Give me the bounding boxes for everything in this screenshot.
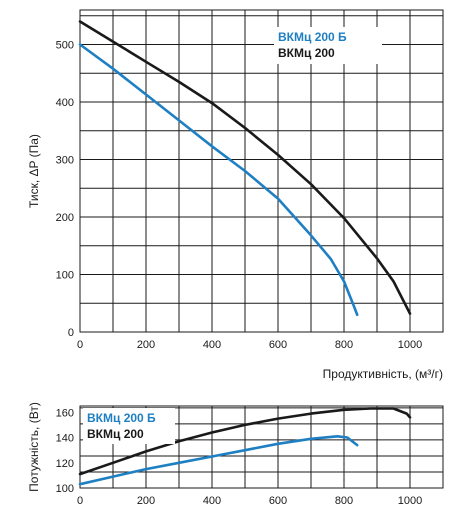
pressure-y-axis-label: Тиск, ΔP (Па) bbox=[27, 134, 41, 208]
pressure-chart: 0 200 400 600 800 1000 0 100 200 300 400 500 Тиск,… bbox=[27, 9, 444, 381]
pressure-plot-frame bbox=[79, 9, 444, 333]
top-x-tick-label: 0 bbox=[77, 339, 83, 351]
pressure-legend-box bbox=[274, 27, 382, 64]
bot-x-tick-label: 0 bbox=[77, 495, 83, 507]
top-y-tick-label: 0 bbox=[68, 327, 74, 339]
top-x-tick-label: 200 bbox=[137, 339, 155, 351]
power-legend: ВКМц 200 Б ВКМц 200 bbox=[83, 408, 175, 444]
pressure-x-ticks: 0 200 400 600 800 1000 bbox=[77, 339, 422, 351]
bot-series-line-0 bbox=[78, 434, 359, 486]
pressure-series bbox=[78, 20, 412, 317]
bot-y-tick-label: 160 bbox=[56, 407, 74, 419]
pressure-legend-entry-vkmts-200-b: ВКМц 200 Б bbox=[278, 30, 347, 44]
power-legend-entry-vkmts-200-b: ВКМц 200 Б bbox=[87, 411, 156, 425]
top-x-tick-label: 800 bbox=[335, 339, 353, 351]
bot-y-tick-label: 120 bbox=[56, 458, 74, 470]
pressure-grid bbox=[80, 10, 443, 332]
bot-y-tick-label: 100 bbox=[56, 483, 74, 495]
power-plot-frame bbox=[79, 405, 444, 489]
pressure-y-ticks: 0 100 200 300 400 500 bbox=[56, 40, 74, 340]
top-y-tick-label: 200 bbox=[56, 212, 74, 224]
power-y-ticks: 100 120 140 160 bbox=[56, 407, 74, 495]
bot-x-tick-label: 200 bbox=[137, 495, 155, 507]
top-x-tick-label: 1000 bbox=[398, 339, 422, 351]
top-y-tick-label: 500 bbox=[56, 40, 74, 52]
power-series bbox=[78, 407, 412, 486]
bot-x-tick-label: 400 bbox=[203, 495, 221, 507]
top-series-line-1 bbox=[78, 20, 412, 315]
power-legend-box bbox=[83, 408, 175, 444]
top-x-tick-label: 600 bbox=[269, 339, 287, 351]
top-y-tick-label: 300 bbox=[56, 155, 74, 167]
power-y-axis-label: Потужність, (Вт) bbox=[27, 402, 41, 492]
bot-x-tick-label: 800 bbox=[335, 495, 353, 507]
power-chart: 0 200 400 600 800 1000 100 120 140 160 Потужніст… bbox=[27, 402, 444, 507]
top-y-tick-label: 400 bbox=[56, 97, 74, 109]
pressure-x-axis-label: Продуктивність, (м³/г) bbox=[323, 367, 443, 381]
pressure-legend-entry-vkmts-200: ВКМц 200 bbox=[278, 46, 335, 60]
bot-x-tick-label: 600 bbox=[269, 495, 287, 507]
top-series-line-0 bbox=[78, 43, 359, 317]
power-x-ticks: 0 200 400 600 800 1000 bbox=[77, 495, 422, 507]
bot-x-tick-label: 1000 bbox=[398, 495, 422, 507]
bot-series-line-1 bbox=[78, 407, 412, 476]
top-y-tick-label: 100 bbox=[56, 270, 74, 282]
top-x-tick-label: 400 bbox=[203, 339, 221, 351]
bot-y-tick-label: 140 bbox=[56, 433, 74, 445]
power-legend-entry-vkmts-200: ВКМц 200 bbox=[87, 427, 144, 441]
pressure-legend: ВКМц 200 Б ВКМц 200 bbox=[274, 27, 382, 64]
